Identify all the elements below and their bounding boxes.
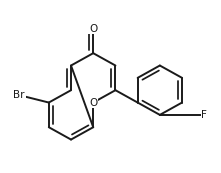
Text: Br: Br bbox=[13, 90, 25, 100]
Text: O: O bbox=[89, 98, 97, 108]
Text: F: F bbox=[201, 110, 207, 120]
Text: O: O bbox=[89, 24, 97, 34]
